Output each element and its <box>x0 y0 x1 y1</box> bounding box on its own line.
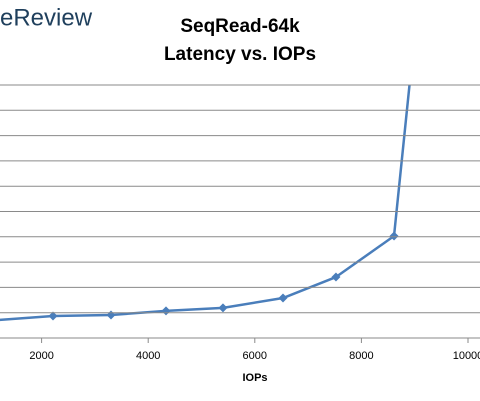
data-point <box>161 306 171 316</box>
data-point <box>410 30 419 39</box>
series-line <box>0 85 411 322</box>
x-tick-label: 4000 <box>136 350 160 362</box>
x-tick-label: 8000 <box>349 350 373 362</box>
data-point <box>106 310 116 320</box>
data-point <box>278 293 288 303</box>
plot-area <box>0 30 419 322</box>
chart-title: SeqRead-64k <box>180 16 300 37</box>
x-tick-label: 10000 <box>453 350 480 362</box>
x-axis-label: IOPs <box>242 372 267 384</box>
data-point <box>48 311 58 321</box>
data-point <box>331 272 341 282</box>
data-point <box>389 231 399 241</box>
chart-subtitle: Latency vs. IOPs <box>164 44 316 65</box>
x-tick-label: 2000 <box>29 350 53 362</box>
x-tick-label: 6000 <box>243 350 267 362</box>
data-point <box>218 303 228 313</box>
brand-logo: eReview <box>0 4 93 31</box>
